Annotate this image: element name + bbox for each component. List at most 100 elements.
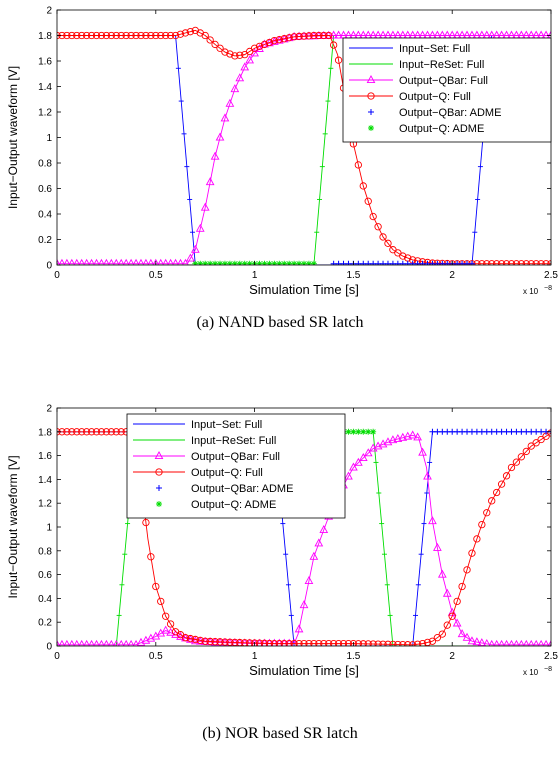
plus-marker [468,260,475,265]
circle-marker [166,31,175,40]
circle-marker [255,639,264,646]
triangle-marker [93,639,100,646]
triangle-marker [245,55,255,64]
y-tick-label: 0.8 [38,159,52,170]
star-marker [345,428,352,435]
star-marker [197,260,204,265]
plus-marker [368,109,374,115]
circle-marker [275,35,283,44]
triangle-marker [103,258,110,265]
x-tick-label: 0.5 [149,651,163,662]
y-tick-label: 0.4 [38,210,52,221]
circle-marker [329,41,338,49]
x-tick-label: 1.5 [346,270,360,281]
x-tick-label: 1 [252,270,258,281]
triangle-marker [452,618,462,627]
circle-marker [68,31,76,40]
triangle-marker [152,258,160,265]
triangle-marker [58,639,66,646]
x-tick-label: 2 [449,651,455,662]
triangle-marker [230,84,240,93]
y-axis-label: Input−Output waveform [V] [6,66,20,209]
triangle-marker [137,258,145,265]
circle-marker [512,260,521,265]
triangle-marker [220,113,230,122]
y-tick-label: 0.6 [38,184,52,195]
circle-marker [142,31,150,40]
circle-marker [334,639,343,646]
triangle-marker [423,471,432,480]
legend-label: Input−ReSet: Full [399,59,484,71]
legend-item: Output−Q: ADME [368,123,484,135]
triangle-marker [182,258,189,265]
circle-marker [300,639,308,646]
series-line [57,431,551,646]
circle-marker [181,634,190,642]
y-tick-label: 2 [46,404,52,415]
triangle-marker [349,462,358,471]
circle-marker [206,36,214,44]
circle-marker [63,31,71,40]
circle-marker [112,31,120,40]
triangle-marker [127,639,135,646]
star-marker [207,260,214,265]
y-tick-label: 0.4 [38,594,52,605]
circle-marker [334,56,343,64]
circle-marker [389,640,397,646]
triangle-marker [393,434,403,442]
circle-marker [181,29,190,37]
triangle-marker [63,639,71,646]
chart-caption: (b) NOR based SR latch [202,725,358,742]
triangle-marker [294,624,304,633]
circle-marker [310,639,318,646]
triangle-marker [299,600,309,609]
circle-marker [102,31,111,40]
triangle-marker [210,151,220,160]
triangle-marker [388,435,398,444]
circle-marker [78,428,86,436]
circle-marker [364,640,372,646]
triangle-marker [547,639,551,646]
circle-marker [250,44,259,52]
circle-marker [196,636,204,644]
circle-marker [369,212,377,221]
triangle-marker [147,258,155,265]
circle-marker [409,641,417,646]
circle-marker [473,535,481,543]
y-tick-label: 0.6 [38,570,52,581]
circle-marker [428,637,437,645]
triangle-marker [117,258,125,265]
triangle-marker [107,258,115,265]
triangle-marker [508,639,515,646]
circle-marker [418,258,427,265]
circle-marker [512,458,521,466]
star-marker [261,260,268,265]
y-tick-label: 1.2 [38,108,52,119]
circle-marker [246,639,254,646]
triangle-marker [532,639,540,646]
circle-marker [147,553,155,561]
circle-marker [493,488,501,497]
circle-marker [255,42,264,50]
circle-marker [206,637,214,646]
triangle-marker [482,638,491,646]
triangle-marker [488,639,496,646]
circle-marker [162,612,170,620]
y-axis-label: Input−Output waveform [V] [6,455,20,598]
triangle-marker [358,453,368,462]
circle-marker [379,233,387,241]
circle-marker [285,34,293,42]
legend-item: Output−Q: ADME [156,499,276,511]
triangle-marker [98,258,105,265]
circle-marker [497,260,506,265]
legend-box [342,37,552,143]
circle-marker [359,182,367,190]
circle-marker [171,31,180,40]
circle-marker [226,50,234,58]
star-marker [226,260,233,265]
circle-marker [320,31,328,40]
triangle-marker [98,639,105,646]
circle-marker [300,32,308,40]
triangle-marker [215,132,225,141]
circle-marker [73,428,81,436]
